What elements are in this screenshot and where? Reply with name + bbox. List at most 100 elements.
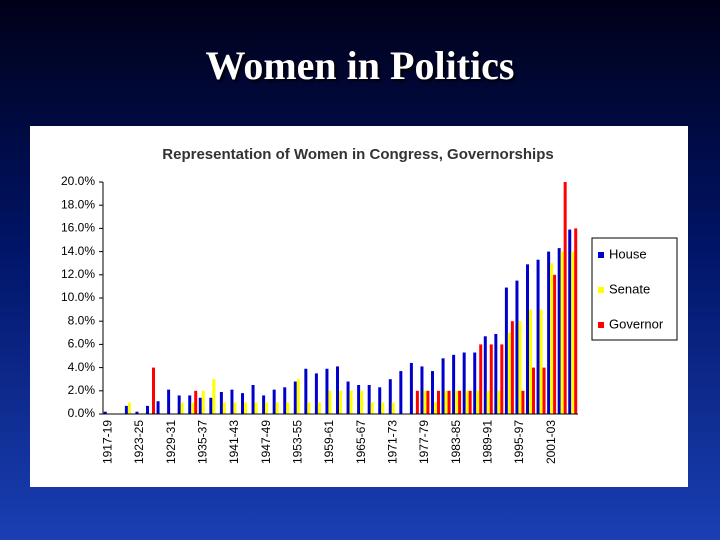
bar bbox=[222, 402, 226, 414]
bar bbox=[251, 385, 255, 414]
bar bbox=[529, 309, 532, 414]
bar bbox=[378, 387, 382, 414]
bar bbox=[468, 390, 472, 414]
bar bbox=[547, 251, 551, 414]
bar bbox=[233, 402, 237, 414]
y-tick-label: 4.0% bbox=[68, 360, 96, 374]
bar bbox=[458, 390, 462, 414]
legend-swatch bbox=[598, 322, 604, 328]
bar bbox=[526, 264, 530, 414]
bar bbox=[241, 393, 245, 414]
bar bbox=[388, 379, 392, 414]
bar bbox=[476, 390, 480, 414]
legend-label: Governor bbox=[609, 316, 664, 331]
chart: Representation of Women in Congress, Gov… bbox=[30, 126, 688, 487]
bar bbox=[542, 367, 546, 414]
chart-title: Representation of Women in Congress, Gov… bbox=[162, 146, 553, 163]
legend-swatch bbox=[598, 287, 604, 293]
y-tick-label: 14.0% bbox=[61, 244, 95, 258]
bar bbox=[462, 352, 466, 414]
y-tick-label: 18.0% bbox=[61, 197, 95, 211]
bar bbox=[483, 336, 487, 414]
bar bbox=[539, 309, 543, 414]
bar bbox=[265, 402, 269, 414]
bar bbox=[194, 390, 198, 414]
legend-label: House bbox=[609, 246, 647, 261]
x-tick-label: 1995-97 bbox=[512, 420, 526, 464]
bar bbox=[286, 402, 290, 414]
x-tick-label: 1935-37 bbox=[195, 420, 209, 464]
bar bbox=[441, 358, 445, 414]
bar bbox=[557, 248, 561, 414]
y-tick-label: 16.0% bbox=[61, 221, 95, 235]
bar bbox=[167, 389, 171, 414]
bar bbox=[135, 411, 139, 414]
x-tick-label: 1965-67 bbox=[354, 420, 368, 464]
bar bbox=[536, 259, 540, 414]
bar bbox=[500, 344, 504, 414]
bar bbox=[127, 402, 131, 414]
x-tick-label: 1989-91 bbox=[480, 420, 494, 464]
bar bbox=[415, 390, 419, 414]
bar bbox=[360, 390, 364, 414]
bar bbox=[473, 352, 477, 414]
bar bbox=[550, 263, 554, 414]
bar bbox=[497, 390, 501, 414]
x-tick-label: 1941-43 bbox=[227, 420, 241, 464]
bar bbox=[346, 381, 350, 414]
bar bbox=[336, 366, 340, 414]
bar bbox=[571, 251, 575, 414]
bar bbox=[328, 390, 332, 414]
bar bbox=[307, 402, 311, 414]
x-tick-label: 1947-49 bbox=[259, 420, 273, 464]
bar bbox=[357, 385, 361, 414]
chart-background bbox=[30, 126, 688, 487]
bar bbox=[367, 385, 371, 414]
bar bbox=[262, 395, 266, 414]
x-tick-label: 1923-25 bbox=[132, 420, 146, 464]
bar bbox=[272, 389, 276, 414]
slide-title: Women in Politics bbox=[205, 43, 515, 88]
bar bbox=[103, 411, 107, 414]
x-tick-label: 1959-61 bbox=[322, 420, 336, 464]
bar bbox=[504, 287, 508, 414]
y-tick-label: 6.0% bbox=[68, 337, 96, 351]
bar bbox=[201, 390, 205, 414]
bar bbox=[553, 274, 557, 414]
bar bbox=[455, 390, 459, 414]
bar bbox=[486, 390, 490, 414]
bar bbox=[151, 367, 155, 414]
y-tick-label: 10.0% bbox=[61, 290, 95, 304]
bar bbox=[146, 405, 150, 414]
bar bbox=[296, 379, 300, 414]
bar bbox=[381, 402, 385, 414]
bar bbox=[431, 371, 435, 414]
bar bbox=[423, 390, 427, 414]
legend-box bbox=[591, 237, 678, 341]
bar bbox=[349, 390, 353, 414]
x-tick-label: 1917-19 bbox=[100, 420, 114, 464]
bar bbox=[574, 228, 578, 414]
bar bbox=[219, 391, 223, 414]
bar bbox=[198, 397, 202, 414]
bar bbox=[479, 344, 483, 414]
bar bbox=[304, 368, 308, 414]
y-tick-label: 0.0% bbox=[68, 406, 96, 420]
bar bbox=[563, 182, 567, 414]
bar bbox=[293, 381, 297, 414]
bar bbox=[180, 402, 184, 414]
bar bbox=[230, 389, 234, 414]
bar bbox=[314, 373, 318, 414]
bar bbox=[156, 401, 160, 414]
bar bbox=[465, 390, 469, 414]
x-tick-label: 1953-55 bbox=[290, 420, 304, 464]
bar bbox=[124, 405, 128, 414]
bar bbox=[212, 379, 216, 414]
y-tick-label: 8.0% bbox=[68, 313, 96, 327]
bar bbox=[254, 402, 258, 414]
bar bbox=[317, 402, 321, 414]
bar bbox=[531, 367, 535, 414]
bar bbox=[444, 390, 448, 414]
bar bbox=[436, 390, 440, 414]
legend-label: Senate bbox=[609, 281, 650, 296]
